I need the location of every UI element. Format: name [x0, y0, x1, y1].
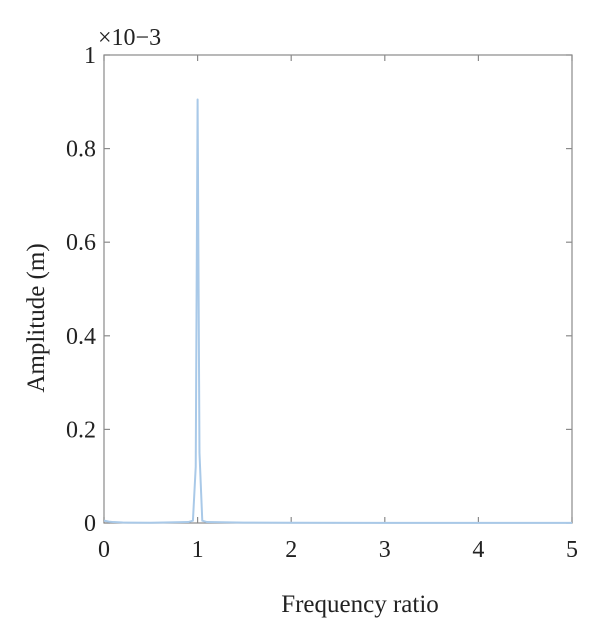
- x-tick-label: 5: [566, 537, 578, 563]
- plot-frame: [103, 54, 573, 524]
- y-tick-label: 0.2: [66, 417, 96, 443]
- x-tick-label: 3: [379, 537, 391, 563]
- x-tick-label: 4: [472, 537, 484, 563]
- y-tick-label: 1: [84, 43, 96, 69]
- y-axis-ticks: 0 0.2 0.4 0.6 0.8 1: [66, 43, 572, 537]
- y-tick-label: 0: [84, 511, 96, 537]
- x-tick-label: 0: [98, 537, 110, 563]
- x-tick-label: 1: [192, 537, 204, 563]
- series-line: [103, 98, 572, 524]
- y-tick-label: 0.8: [66, 137, 96, 163]
- series-layer: [103, 98, 572, 524]
- y-tick-label: 0.4: [66, 324, 96, 350]
- x-tick-label: 2: [285, 537, 297, 563]
- y-axis-title: Amplitude (m): [23, 243, 50, 392]
- x-axis-title: Frequency ratio: [281, 591, 439, 618]
- y-tick-label: 0.6: [66, 230, 96, 256]
- y-exponent-label: ×10−3: [98, 25, 161, 51]
- x-axis-ticks: 0 1 2 3 4 5: [98, 55, 578, 563]
